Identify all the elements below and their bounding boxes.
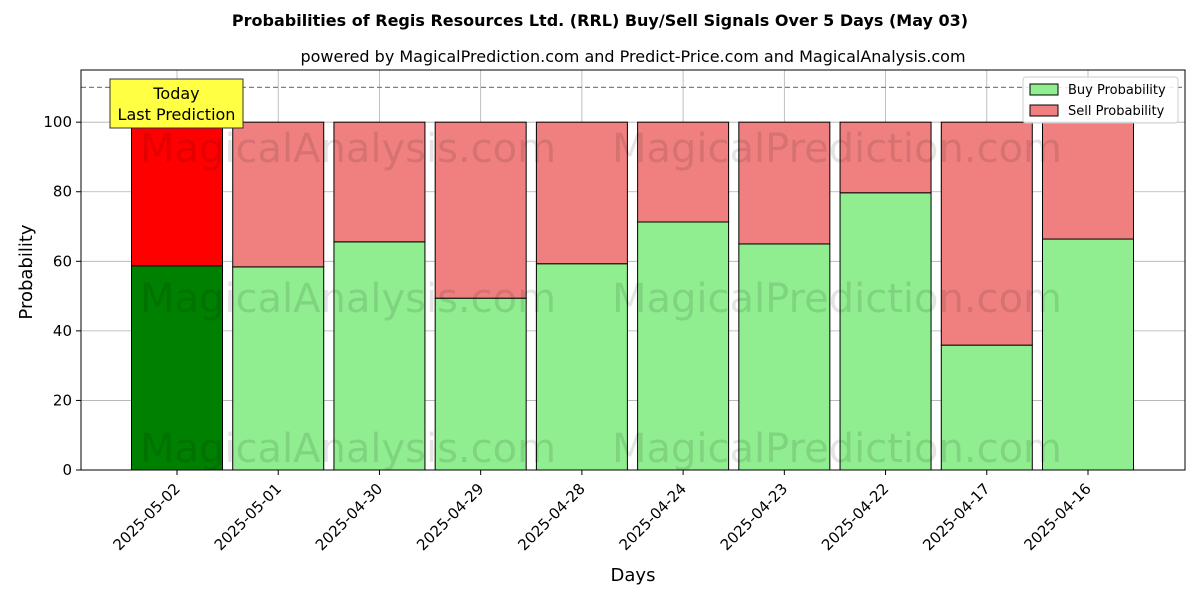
legend-label: Sell Probability: [1068, 104, 1165, 119]
sell-bar: [434, 121, 527, 299]
sell-bar: [637, 121, 730, 223]
watermark-text: MagicalAnalysis.com: [140, 276, 556, 322]
annotation-line2: Last Prediction: [118, 105, 236, 124]
x-tick-label: 2025-04-16: [1020, 480, 1094, 554]
y-tick-label: 20: [53, 391, 72, 409]
annotation-box: [109, 78, 244, 129]
buy-bar: [434, 297, 527, 471]
today-annotation: Today Last Prediction: [109, 78, 244, 129]
watermark-text: MagicalPrediction.com: [612, 276, 1062, 322]
buy-bar: [637, 221, 730, 471]
x-axis-label: Days: [611, 565, 656, 586]
bars: [131, 121, 1134, 471]
legend-box: [1022, 76, 1179, 124]
legend: Buy Probability Sell Probability: [1022, 76, 1179, 124]
sell-bar: [839, 121, 932, 194]
x-tick-label: 2025-05-02: [109, 480, 183, 554]
sell-bar: [333, 121, 426, 243]
sell-bar: [940, 121, 1033, 346]
y-tick-label: 0: [62, 461, 72, 479]
watermark-text: MagicalPrediction.com: [612, 126, 1062, 172]
chart-subtitle: powered by MagicalPrediction.com and Pre…: [300, 47, 965, 66]
buy-bar: [535, 263, 628, 471]
buy-bar: [738, 243, 831, 471]
sell-bar: [738, 121, 831, 245]
sell-bar: [131, 121, 223, 267]
x-tick-label: 2025-04-30: [312, 480, 386, 554]
buy-bar: [131, 265, 223, 471]
y-tick-label: 100: [43, 113, 72, 131]
x-tick-label: 2025-04-22: [818, 480, 892, 554]
sell-bar: [535, 121, 628, 265]
buy-bar: [1042, 238, 1134, 471]
chart-title: Probabilities of Regis Resources Ltd. (R…: [232, 11, 968, 30]
annotation-line1: Today: [152, 84, 199, 103]
y-tick-label: 60: [53, 252, 72, 270]
y-tick-label: 80: [53, 183, 72, 201]
plot-frame: [80, 69, 1186, 471]
y-axis-label: Probability: [16, 224, 37, 319]
x-tick-label: 2025-04-24: [616, 480, 690, 554]
sell-bar: [1042, 121, 1134, 240]
legend-label: Buy Probability: [1068, 83, 1166, 98]
watermark-text: MagicalAnalysis.com: [140, 126, 556, 172]
watermarks: MagicalAnalysis.com MagicalPrediction.com…: [140, 126, 1062, 472]
buy-bar: [940, 344, 1033, 471]
watermark-text: MagicalPrediction.com: [612, 426, 1062, 472]
x-tick-label: 2025-05-01: [211, 480, 285, 554]
watermark-text: MagicalAnalysis.com: [140, 426, 556, 472]
legend-swatch: [1029, 83, 1059, 96]
x-tick-label: 2025-04-28: [514, 480, 588, 554]
x-tick-label: 2025-04-29: [413, 480, 487, 554]
x-tick-label: 2025-04-23: [717, 480, 791, 554]
y-tick-label: 40: [53, 322, 72, 340]
buy-bar: [839, 192, 932, 471]
legend-swatch: [1029, 104, 1059, 117]
sell-bar: [232, 121, 325, 268]
x-tick-label: 2025-04-17: [919, 480, 993, 554]
buy-bar: [333, 241, 426, 471]
